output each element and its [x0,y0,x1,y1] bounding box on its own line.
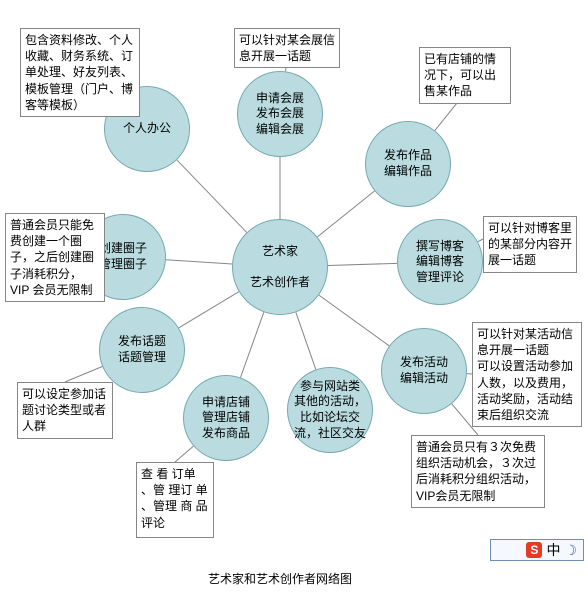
ime-zhong-label[interactable]: 中 [546,540,560,560]
callout-b5-text: 普通会员只有３次免费组织活动机会，３次过后消耗积分组织活动，VIP会员无限制 [416,440,536,503]
node-n2: 发布作品 编辑作品 [365,121,451,207]
node-n4: 发布活动 编辑活动 [381,328,467,414]
ime-bar: S中☽ [490,539,584,561]
center-node: 艺术家 艺术创作者 [232,219,328,315]
callout-b1-text: 可以针对某会展信息开展一话题 [239,33,335,63]
callout-b8: 普通会员只能免费创建一个圈子，之后创建圈子消耗积分，VIP 会员无限制 [5,213,105,302]
callout-b0: 包含资料修改、个人收藏、财务系统、订单处理、好友列表、模板管理（门户、博客等模板… [20,28,140,117]
node-n6-label: 申请店铺 管理店铺 发布商品 [202,395,250,442]
node-n8-label: 创建圈子 管理圈子 [99,241,147,272]
node-n7: 发布话题 话题管理 [99,307,185,393]
callout-b4: 可以针对某活动信息开展一话题 可以设置活动参加人数，以及费用，活动奖励，活动结束… [472,322,582,427]
callout-b3-text: 可以针对博客里的某部分内容开展一话题 [488,221,572,267]
callout-b7-text: 可以设定参加话题讨论类型或者人群 [22,387,106,433]
callout-b5: 普通会员只有３次免费组织活动机会，３次过后消耗积分组织活动，VIP会员无限制 [411,435,545,508]
node-n1-label: 申请会展 发布会展 编辑会展 [256,91,304,138]
diagram-caption: 艺术家和艺术创作者网络图 [180,570,380,587]
node-n4-label: 发布活动 编辑活动 [400,355,448,386]
callout-b0-text: 包含资料修改、个人收藏、财务系统、订单处理、好友列表、模板管理（门户、博客等模板… [25,33,133,112]
node-n6: 申请店铺 管理店铺 发布商品 [183,375,269,461]
node-n2-label: 发布作品 编辑作品 [384,148,432,179]
callout-b2: 已有店铺的情况下，可以出售某作品 [419,47,511,104]
node-n7-label: 发布话题 话题管理 [118,334,166,365]
callout-b1: 可以针对某会展信息开展一话题 [234,28,340,68]
callout-b8-text: 普通会员只能免费创建一个圈子，之后创建圈子消耗积分，VIP 会员无限制 [10,218,94,297]
diagram-stage: 个人办公 申请会展 发布会展 编辑会展发布作品 编辑作品撰写博客 编辑博客 管理评… [0,0,588,597]
callout-b3: 可以针对博客里的某部分内容开展一话题 [483,216,577,273]
node-n3-label: 撰写博客 编辑博客 管理评论 [416,239,464,286]
moon-icon[interactable]: ☽ [564,542,577,559]
node-n3: 撰写博客 编辑博客 管理评论 [397,219,483,305]
callout-b4-text: 可以针对某活动信息开展一话题 可以设置活动参加人数，以及费用，活动奖励，活动结束… [477,327,573,422]
callout-b2-text: 已有店铺的情况下，可以出售某作品 [424,52,496,98]
callout-b6: 查 看 订单 、管 理订 单 、管理 商 品评论 [136,462,214,538]
callout-b6-text: 查 看 订单 、管 理订 单 、管理 商 品评论 [141,467,208,530]
center-node-label: 艺术家 艺术创作者 [250,244,310,291]
node-n5-label: 参与网站类 其他的活动， 比如论坛交 流，社区交友 [294,379,366,441]
node-n5: 参与网站类 其他的活动， 比如论坛交 流，社区交友 [287,367,373,453]
node-n1: 申请会展 发布会展 编辑会展 [237,71,323,157]
ime-logo-icon[interactable]: S [526,542,542,558]
callout-b7: 可以设定参加话题讨论类型或者人群 [17,382,113,439]
node-n0-label: 个人办公 [123,121,171,137]
